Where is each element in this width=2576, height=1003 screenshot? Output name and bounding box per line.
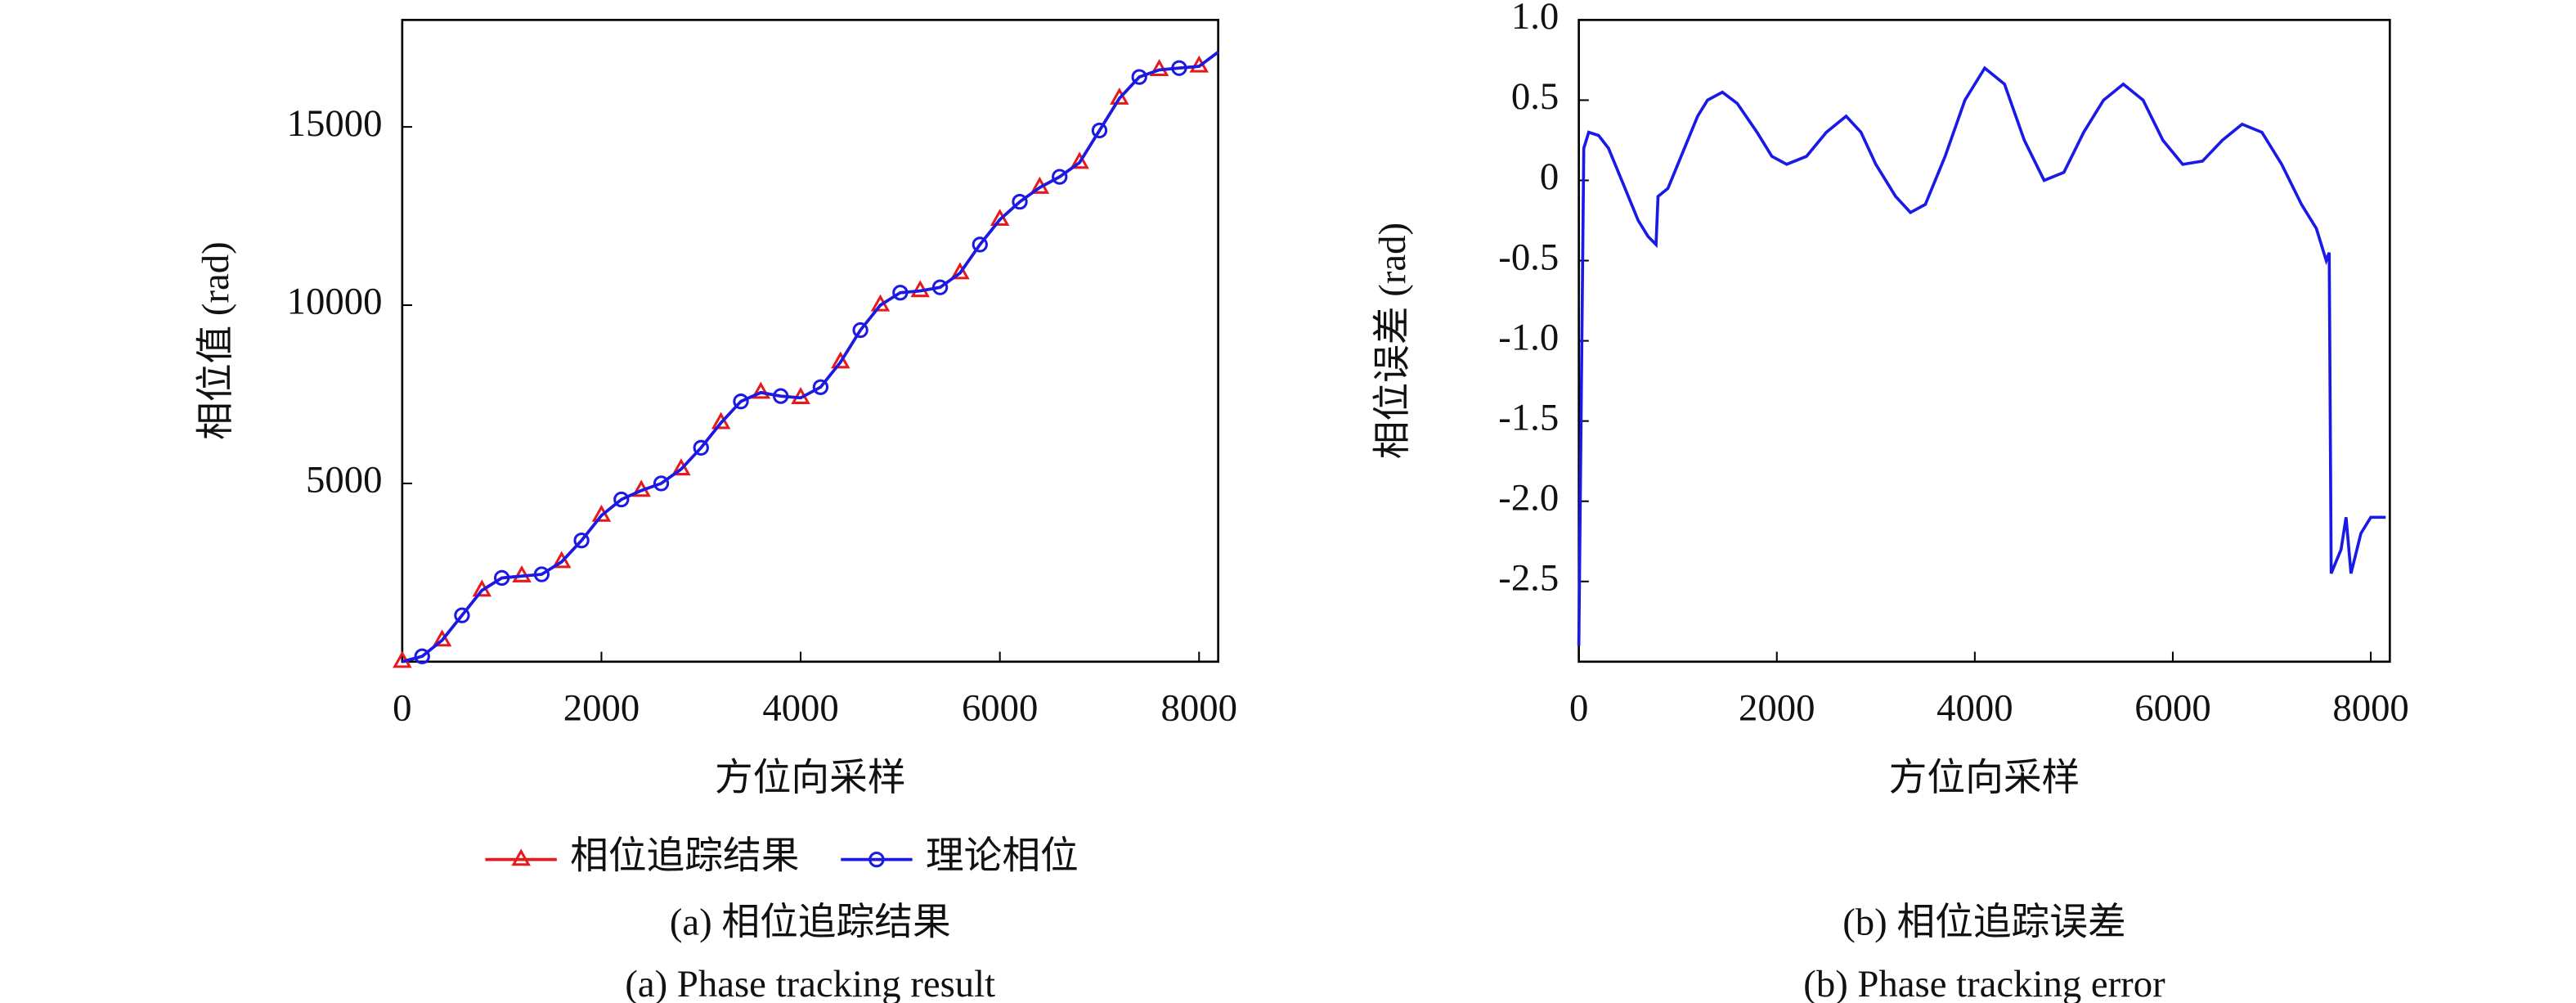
marker (613, 491, 630, 508)
marker (812, 379, 829, 395)
y-tick-label: -1.5 (1498, 396, 1559, 439)
x-tick-label: 6000 (962, 686, 1038, 729)
x-axis-label: 方位向采样 (1889, 757, 2080, 799)
marker (1070, 151, 1089, 169)
marker (831, 351, 850, 369)
x-tick-label: 4000 (762, 686, 838, 729)
marker (892, 285, 909, 301)
caption: (a) Phase tracking result (625, 963, 995, 1003)
marker (751, 381, 771, 399)
series-line (1577, 65, 2386, 646)
x-axis-label: 方位向采样 (715, 757, 906, 799)
series-line (402, 51, 1219, 663)
marker (972, 236, 988, 253)
marker (494, 569, 510, 587)
caption: (a) 相位追踪结果 (670, 902, 951, 944)
x-tick-label: 0 (393, 686, 411, 729)
legend-label: 相位追踪结果 (570, 834, 799, 877)
marker (1012, 193, 1028, 210)
y-tick-label: -2.5 (1498, 556, 1559, 599)
plot-frame (401, 19, 1219, 663)
y-axis-label: 相位值 (rad) (195, 241, 237, 440)
series-line (402, 51, 1219, 663)
y-tick-label: 0.5 (1511, 75, 1559, 118)
marker (773, 388, 789, 404)
x-tick-label: 8000 (2332, 686, 2408, 729)
y-tick-label: 1.0 (1511, 0, 1559, 38)
marker (852, 322, 868, 339)
marker (1052, 169, 1068, 185)
x-tick-label: 4000 (1936, 686, 2013, 729)
caption: (b) Phase tracking error (1803, 963, 2165, 1003)
caption: (b) 相位追踪误差 (1842, 902, 2125, 944)
y-tick-label: 0 (1540, 155, 1559, 198)
marker (931, 279, 949, 295)
y-tick-label: 5000 (306, 459, 382, 502)
marker (454, 607, 470, 623)
marker (1091, 122, 1108, 139)
x-tick-label: 2000 (1739, 686, 1815, 729)
y-tick-label: 10000 (287, 281, 383, 323)
marker (1110, 87, 1129, 105)
marker (551, 551, 572, 569)
marker (432, 629, 452, 647)
legend-marker (868, 851, 885, 868)
y-tick-label: -2.0 (1498, 476, 1559, 519)
y-tick-label: -0.5 (1498, 236, 1559, 278)
y-tick-label: 15000 (287, 102, 383, 145)
plot-frame (1577, 19, 2391, 663)
x-tick-label: 6000 (2134, 686, 2210, 729)
x-tick-label: 0 (1569, 686, 1588, 729)
marker (573, 532, 590, 549)
marker (1131, 69, 1147, 85)
marker (414, 648, 430, 664)
marker (533, 566, 550, 582)
x-tick-label: 2000 (563, 686, 640, 729)
marker (950, 262, 970, 280)
y-axis-label: 相位误差 (rad) (1371, 223, 1414, 459)
marker (653, 475, 670, 492)
marker (711, 412, 731, 430)
marker (671, 458, 691, 476)
legend-label: 理论相位 (926, 834, 1079, 877)
x-tick-label: 8000 (1161, 686, 1237, 729)
marker (1171, 60, 1187, 76)
marker (693, 439, 709, 456)
marker (733, 394, 749, 410)
y-tick-label: -1.0 (1498, 316, 1559, 358)
legend-marker (511, 848, 531, 866)
